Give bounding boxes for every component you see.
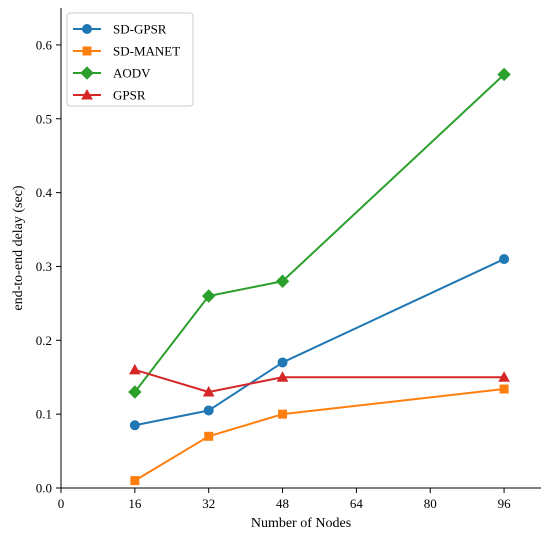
x-tick-label: 96 xyxy=(498,496,512,511)
series-line xyxy=(134,258,505,427)
series-line xyxy=(134,73,505,393)
legend-label: GPSR xyxy=(113,88,146,103)
y-tick-label: 0.3 xyxy=(36,259,52,274)
data-point xyxy=(499,254,510,265)
series-aodv xyxy=(128,67,511,399)
y-tick-label: 0.6 xyxy=(36,37,53,52)
y-ticks: 0.0 0.1 0.2 0.3 0.4 0.5 0.6 xyxy=(36,37,61,496)
y-tick-label: 0.5 xyxy=(36,111,52,126)
x-ticks: 0 16 32 48 64 80 96 xyxy=(58,488,511,511)
x-tick-label: 32 xyxy=(202,496,215,511)
data-point xyxy=(275,274,290,288)
data-point xyxy=(129,420,140,431)
data-point xyxy=(278,409,288,419)
series-line xyxy=(134,368,505,393)
legend-entry: GPSR xyxy=(73,88,146,103)
legend-marker xyxy=(82,24,92,34)
data-point xyxy=(130,476,140,486)
data-point xyxy=(202,385,215,397)
legend-label: SD-GPSR xyxy=(113,22,167,37)
series-gpsr xyxy=(128,363,510,397)
x-tick-label: 48 xyxy=(276,496,289,511)
legend-label: AODV xyxy=(113,66,151,81)
data-point xyxy=(276,371,289,382)
y-tick-label: 0.0 xyxy=(36,481,52,496)
data-point xyxy=(497,67,511,82)
data-point xyxy=(498,371,510,382)
legend-entry: SD-MANET xyxy=(73,44,180,59)
data-point xyxy=(277,357,288,368)
series-layer xyxy=(128,67,511,486)
legend-box xyxy=(66,12,194,107)
data-point xyxy=(128,363,141,375)
legend-entry: AODV xyxy=(73,66,151,81)
data-point xyxy=(203,405,214,416)
x-tick-label: 16 xyxy=(128,496,142,511)
x-tick-label: 64 xyxy=(350,496,364,511)
legend-marker xyxy=(81,88,93,100)
data-point xyxy=(499,384,509,394)
axes xyxy=(60,8,541,489)
y-axis-label: end-to-end delay (sec) xyxy=(11,185,26,310)
data-point xyxy=(201,289,216,303)
legend-marker xyxy=(82,46,92,56)
x-tick-label: 0 xyxy=(58,496,65,511)
legend-marker xyxy=(80,66,94,80)
legend-entry: SD-GPSR xyxy=(73,22,167,37)
series-line xyxy=(134,388,505,482)
x-axis-label: Number of Nodes xyxy=(251,516,351,531)
y-tick-label: 0.1 xyxy=(36,407,52,422)
data-point xyxy=(128,385,142,399)
x-tick-label: 80 xyxy=(424,496,437,511)
y-tick-label: 0.4 xyxy=(36,185,53,200)
series-sd-manet xyxy=(130,384,509,486)
data-point xyxy=(204,431,214,441)
legend-label: SD-MANET xyxy=(113,44,180,59)
series-sd-gpsr xyxy=(129,254,510,431)
y-tick-label: 0.2 xyxy=(36,333,52,348)
legend: SD-GPSR SD-MANET AODV GPSR xyxy=(66,12,194,107)
